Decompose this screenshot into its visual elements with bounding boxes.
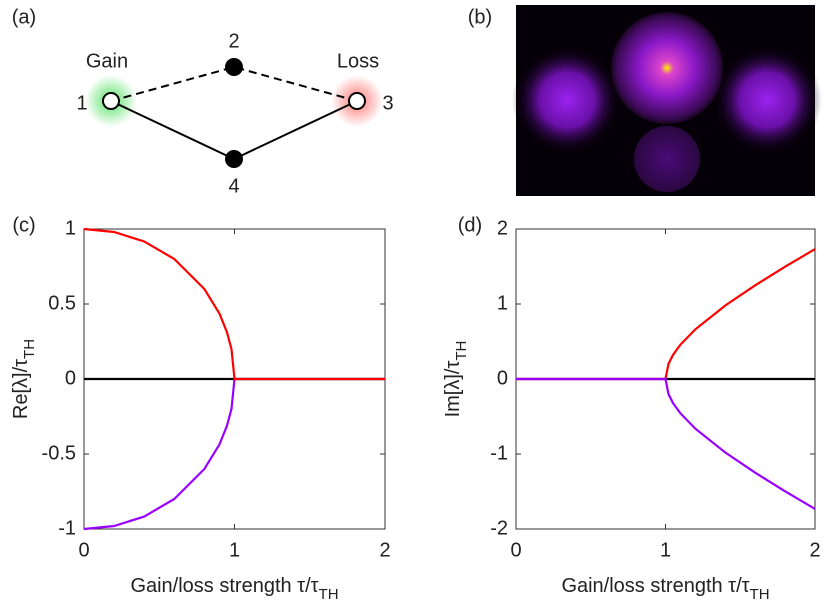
y-axis-label-sub: TH (21, 339, 38, 359)
y-tick-label: 0 (65, 367, 76, 389)
y-axis-label-main: Re[λ]/τ (10, 359, 32, 419)
y-tick-label: 2 (497, 217, 508, 239)
node (225, 58, 243, 76)
bottom-lobe (634, 126, 700, 192)
x-axis-label: Gain/loss strength τ/τTH (561, 575, 769, 603)
y-axis-label: Im[λ]/τTH (442, 341, 470, 418)
x-tick-label: 1 (660, 539, 671, 561)
x-tick-label: 1 (229, 539, 240, 561)
x-axis-label: Gain/loss strength τ/τTH (130, 575, 338, 603)
x-tick-label: 0 (78, 539, 89, 561)
gain-label: Gain (86, 50, 128, 72)
x-axis-label-main: Gain/loss strength τ/τ (130, 575, 318, 597)
diagram: Gain Loss 1 2 3 4 (76, 30, 393, 197)
loss-label: Loss (337, 50, 379, 72)
y-tick-label: -0.5 (42, 442, 76, 464)
side-lobe (512, 45, 622, 155)
x-axis-label-sub: TH (750, 586, 770, 603)
node (102, 92, 120, 110)
y-tick-label: 1 (497, 292, 508, 314)
panel-label: (b) (468, 6, 492, 28)
x-axis-label-sub: TH (319, 586, 339, 603)
node-label: 2 (228, 30, 239, 52)
data-line (83, 227, 385, 381)
x-tick-label: 2 (379, 539, 390, 561)
side-lobe (712, 45, 822, 155)
y-tick-label: -1 (490, 442, 508, 464)
x-axis-label-main: Gain/loss strength τ/τ (561, 575, 749, 597)
y-tick-label: 0 (497, 367, 508, 389)
data-line (516, 377, 816, 510)
y-tick-label: 0.5 (48, 292, 76, 314)
x-tick-label: 2 (809, 539, 820, 561)
node-label: 4 (228, 175, 239, 197)
dashed-path (110, 65, 358, 102)
center-lobe (611, 12, 723, 124)
mode-image (512, 5, 822, 196)
data-line (83, 377, 385, 531)
panel-label: (a) (12, 6, 36, 28)
node (225, 150, 243, 168)
y-axis-label: Re[λ]/τTH (10, 339, 38, 419)
panel-label: (d) (458, 214, 482, 236)
y-tick-label: -2 (490, 517, 508, 539)
y-tick-label: -1 (58, 517, 76, 539)
panel-label: (c) (12, 214, 35, 236)
x-tick-label: 0 (510, 539, 521, 561)
y-axis-label-sub: TH (453, 341, 470, 361)
node-label: 3 (382, 92, 393, 114)
node (348, 92, 366, 110)
y-axis-label-main: Im[λ]/τ (442, 361, 464, 418)
data-line (516, 248, 816, 381)
y-tick-label: 1 (65, 217, 76, 239)
node-label: 1 (76, 92, 87, 114)
